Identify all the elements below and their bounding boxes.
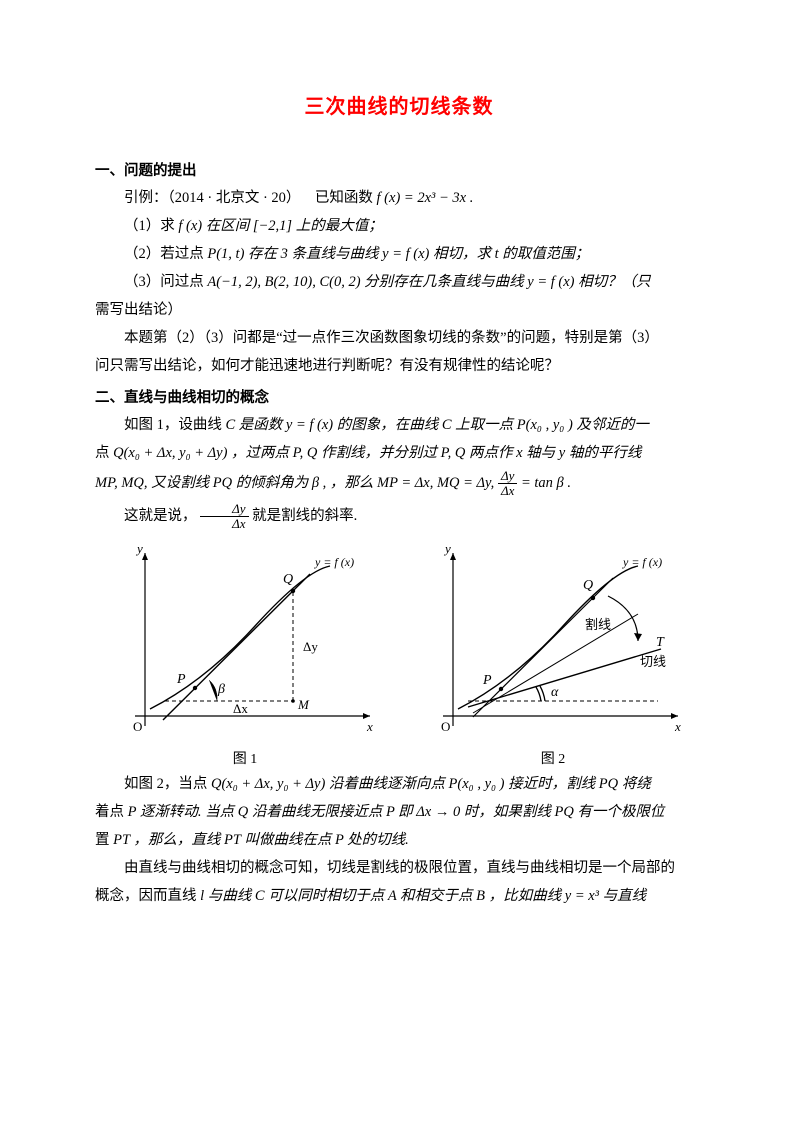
figure-1: y x O y = f (x) P Q M Δ	[105, 541, 385, 768]
intro-text: 引例：（2014 · 北京文 · 20） 已知函数	[124, 190, 373, 206]
note-line1: 本题第（2）（3）问都是“过一点作三次函数图象切线的条数”的问题，特别是第（3）	[95, 326, 703, 350]
page-title: 三次曲线的切线条数	[95, 90, 703, 119]
question-2: （2）若过点 P(1, t) 存在 3 条直线与曲线 y = f (x) 相切，…	[95, 242, 703, 266]
q1-math: f (x) 在区间 [−2,1] 上的最大值；	[178, 218, 382, 234]
s2p2a: 点	[95, 445, 110, 461]
figure-1-svg: y x O y = f (x) P Q M Δ	[105, 541, 385, 741]
s2p4b: 就是割线的斜率.	[252, 508, 357, 524]
frac2-den: Δx	[200, 517, 248, 531]
frac1-num: Δy	[498, 469, 517, 484]
fig1-P-label: P	[176, 672, 186, 687]
fig2-tangent-label: 切线	[640, 654, 666, 669]
fig2-secant-label: 割线	[585, 617, 611, 632]
s2p1a: 如图 1，设曲线	[124, 417, 222, 433]
fig2-alpha-label: α	[551, 685, 559, 700]
s2p2b: Q(x₀ + Δx, y₀ + Δy) ，过两点 P, Q 作割线，并分别过 P…	[113, 445, 641, 461]
s2p5a: 如图 2，当点	[124, 776, 207, 792]
fig1-y-label: y	[135, 541, 143, 556]
s2p6a: 着点	[95, 804, 124, 820]
s2p6b: P 逐渐转动. 当点 Q 沿着曲线无限接近点 P 即 Δx → 0 时，如果割线…	[128, 804, 665, 820]
section-2-heading: 二、直线与曲线相切的概念	[95, 386, 703, 407]
figure-2-caption: 图 2	[413, 748, 693, 768]
question-3-line1: （3）问过点 A(−1, 2), B(2, 10), C(0, 2) 分别存在几…	[95, 270, 703, 294]
intro-paragraph: 引例：（2014 · 北京文 · 20） 已知函数 f (x) = 2x³ − …	[95, 186, 703, 210]
fig1-Q-label: Q	[283, 572, 293, 587]
fig2-O-label: O	[441, 719, 450, 734]
q1-prefix: （1）求	[124, 218, 175, 234]
s2p4a: 这就是说，	[124, 508, 197, 524]
q2-math: P(1, t) 存在 3 条直线与曲线 y = f (x) 相切，求 t 的取值…	[207, 246, 589, 262]
page: 三次曲线的切线条数 一、问题的提出 引例：（2014 · 北京文 · 20） 已…	[0, 0, 793, 972]
s2-para3: MP, MQ, 又设割线 PQ 的倾斜角为 β , ，那么 MP = Δx, M…	[95, 469, 703, 498]
q3-prefix: （3）问过点	[124, 274, 204, 290]
fig1-O-label: O	[133, 719, 142, 734]
s2p7b: PT ，那么，直线 PT 叫做曲线在点 P 处的切线.	[113, 832, 409, 848]
figure-row: y x O y = f (x) P Q M Δ	[95, 541, 703, 768]
question-1: （1）求 f (x) 在区间 [−2,1] 上的最大值；	[95, 214, 703, 238]
f-definition: f (x) = 2x³ − 3x .	[377, 190, 474, 206]
fig2-x-label: x	[674, 719, 681, 734]
frac2-num: Δy	[200, 502, 248, 517]
s2-para9: 概念，因而直线 l 与曲线 C 可以同时相切于点 A 和相交于点 B ，比如曲线…	[95, 884, 703, 908]
s2-para1: 如图 1，设曲线 C 是函数 y = f (x) 的图象，在曲线 C 上取一点 …	[95, 413, 703, 437]
fig1-beta-label: β	[217, 682, 225, 697]
fig2-T-label: T	[656, 635, 665, 650]
q3-math: A(−1, 2), B(2, 10), C(0, 2) 分别存在几条直线与曲线 …	[207, 274, 650, 290]
s2p1b: C 是函数 y = f (x) 的图象，在曲线 C 上取一点 P(x₀ , y₀…	[226, 417, 649, 433]
note-line2: 问只需写出结论，如何才能迅速地进行判断呢？有没有规律性的结论呢？	[95, 354, 703, 378]
figure-1-caption: 图 1	[105, 748, 385, 768]
frac1-den: Δx	[498, 484, 517, 498]
fig1-curve-label: y = f (x)	[314, 555, 354, 569]
fig2-P-label: P	[482, 673, 492, 688]
s2p9b: l 与曲线 C 可以同时相切于点 A 和相交于点 B ，比如曲线 y = x³ …	[200, 888, 646, 904]
fig2-curve-label: y = f (x)	[622, 555, 662, 569]
s2-para8: 由直线与曲线相切的概念可知，切线是割线的极限位置，直线与曲线相切是一个局部的	[95, 856, 703, 880]
s2p3b: = tan β .	[521, 475, 571, 491]
s2-para2: 点 Q(x₀ + Δx, y₀ + Δy) ，过两点 P, Q 作割线，并分别过…	[95, 441, 703, 465]
s2p7a: 置	[95, 832, 110, 848]
s2p9a: 概念，因而直线	[95, 888, 197, 904]
fraction-dy-dx-1: Δy Δx	[498, 469, 517, 498]
question-3-line2: 需写出结论）	[95, 298, 703, 322]
s2-para6: 着点 P 逐渐转动. 当点 Q 沿着曲线无限接近点 P 即 Δx → 0 时，如…	[95, 800, 703, 824]
fig2-y-label: y	[443, 541, 451, 556]
figure-2-svg: y x O y = f (x) P Q T	[413, 541, 693, 741]
fig1-x-label: x	[366, 719, 373, 734]
s2p3a: MP, MQ, 又设割线 PQ 的倾斜角为 β , ，那么 MP = Δx, M…	[95, 475, 498, 491]
fig1-M-label: M	[297, 697, 310, 712]
s2p5b: Q(x₀ + Δx, y₀ + Δy) 沿着曲线逐渐向点 P(x₀ , y₀ )…	[211, 776, 651, 792]
section-1-heading: 一、问题的提出	[95, 159, 703, 180]
fig2-Q-label: Q	[583, 578, 593, 593]
fig1-dy-label: Δy	[303, 639, 318, 654]
s2-para4: 这就是说， Δy Δx 就是割线的斜率.	[95, 502, 703, 531]
fig1-dx-label: Δx	[233, 701, 248, 716]
fraction-dy-dx-2: Δy Δx	[200, 502, 248, 531]
q2-prefix: （2）若过点	[124, 246, 204, 262]
s2-para7: 置 PT ，那么，直线 PT 叫做曲线在点 P 处的切线.	[95, 828, 703, 852]
figure-2: y x O y = f (x) P Q T	[413, 541, 693, 768]
s2-para5: 如图 2，当点 Q(x₀ + Δx, y₀ + Δy) 沿着曲线逐渐向点 P(x…	[95, 772, 703, 796]
